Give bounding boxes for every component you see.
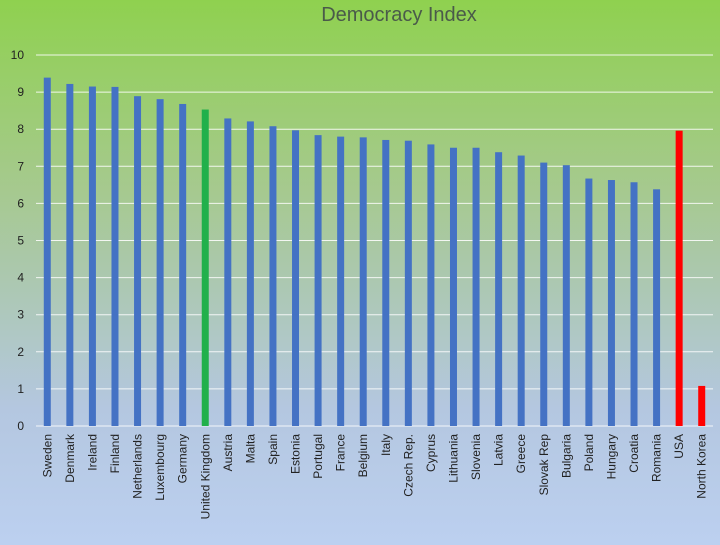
bar xyxy=(540,162,548,426)
bar xyxy=(585,178,593,426)
x-tick-label: Greece xyxy=(514,434,528,474)
bar xyxy=(269,126,277,427)
bar xyxy=(314,135,322,427)
y-tick-label: 5 xyxy=(17,234,24,248)
bar xyxy=(66,83,74,427)
bar xyxy=(88,86,96,426)
x-tick-label: Lithuania xyxy=(446,434,460,483)
x-axis-category-labels: Sweden Denmark Ireland Finland Netherlands Lu… xyxy=(40,433,708,519)
bar xyxy=(630,182,638,426)
bar xyxy=(292,130,300,427)
x-tick-label: Portugal xyxy=(311,434,325,479)
y-tick-label: 3 xyxy=(17,308,24,322)
x-tick-label: Croatia xyxy=(627,434,641,473)
y-tick-label: 10 xyxy=(11,48,25,62)
bar xyxy=(427,144,435,426)
y-tick-label: 8 xyxy=(17,122,24,136)
x-tick-label: Belgium xyxy=(356,434,370,477)
gridlines xyxy=(36,54,713,427)
x-tick-label: Spain xyxy=(266,434,280,465)
bar xyxy=(653,189,661,426)
bar xyxy=(359,137,367,426)
bar xyxy=(495,152,503,426)
x-tick-label: Estonia xyxy=(289,434,303,474)
y-tick-label: 1 xyxy=(17,382,24,396)
bar xyxy=(246,121,254,426)
y-tick-label: 2 xyxy=(17,345,24,359)
x-tick-label: Slovenia xyxy=(469,434,483,480)
y-tick-label: 0 xyxy=(17,419,24,433)
y-axis-tick-labels: 0 1 2 3 4 5 6 7 8 9 10 xyxy=(11,48,25,433)
x-tick-label: Germany xyxy=(176,434,190,483)
x-tick-label: Latvia xyxy=(492,434,506,466)
x-tick-label: USA xyxy=(672,434,686,459)
bar xyxy=(382,139,390,427)
bar xyxy=(111,86,119,426)
x-tick-label: Czech Rep. xyxy=(401,434,415,497)
bar xyxy=(224,118,232,426)
x-tick-label: Luxembourg xyxy=(153,434,167,501)
y-tick-label: 9 xyxy=(17,85,24,99)
x-tick-label: Malta xyxy=(243,434,257,464)
x-tick-label: Italy xyxy=(379,434,393,456)
x-tick-label: Poland xyxy=(582,434,596,471)
x-tick-label: Hungary xyxy=(604,434,618,479)
bar xyxy=(698,385,706,426)
bar xyxy=(607,180,615,426)
bar xyxy=(472,147,480,426)
bar xyxy=(134,96,142,426)
bar xyxy=(675,130,683,426)
bar xyxy=(201,109,209,427)
x-tick-label: Denmark xyxy=(63,433,77,483)
bar xyxy=(449,147,457,426)
bar xyxy=(517,155,525,426)
x-tick-label: Netherlands xyxy=(131,434,145,499)
x-tick-label: Romania xyxy=(650,434,664,482)
x-tick-label: United Kingdom xyxy=(198,434,212,519)
bar xyxy=(562,165,570,426)
x-tick-label: Bulgaria xyxy=(559,434,573,478)
bar xyxy=(179,103,187,427)
y-tick-label: 6 xyxy=(17,196,24,210)
bar xyxy=(337,136,345,426)
x-tick-label: North Korea xyxy=(695,434,709,499)
x-tick-label: France xyxy=(334,434,348,472)
chart-title: Democracy Index xyxy=(321,4,477,26)
bars xyxy=(43,77,706,427)
y-tick-label: 4 xyxy=(17,271,24,285)
x-tick-label: Finland xyxy=(108,434,122,473)
y-tick-label: 7 xyxy=(17,159,24,173)
bar xyxy=(43,77,51,427)
x-tick-label: Sweden xyxy=(40,434,54,477)
x-tick-label: Ireland xyxy=(85,434,99,471)
x-tick-label: Cyprus xyxy=(424,434,438,472)
x-tick-label: Austria xyxy=(221,434,235,472)
x-tick-label: Slovak Rep xyxy=(537,434,551,496)
bar xyxy=(156,99,164,427)
bar xyxy=(404,140,412,427)
